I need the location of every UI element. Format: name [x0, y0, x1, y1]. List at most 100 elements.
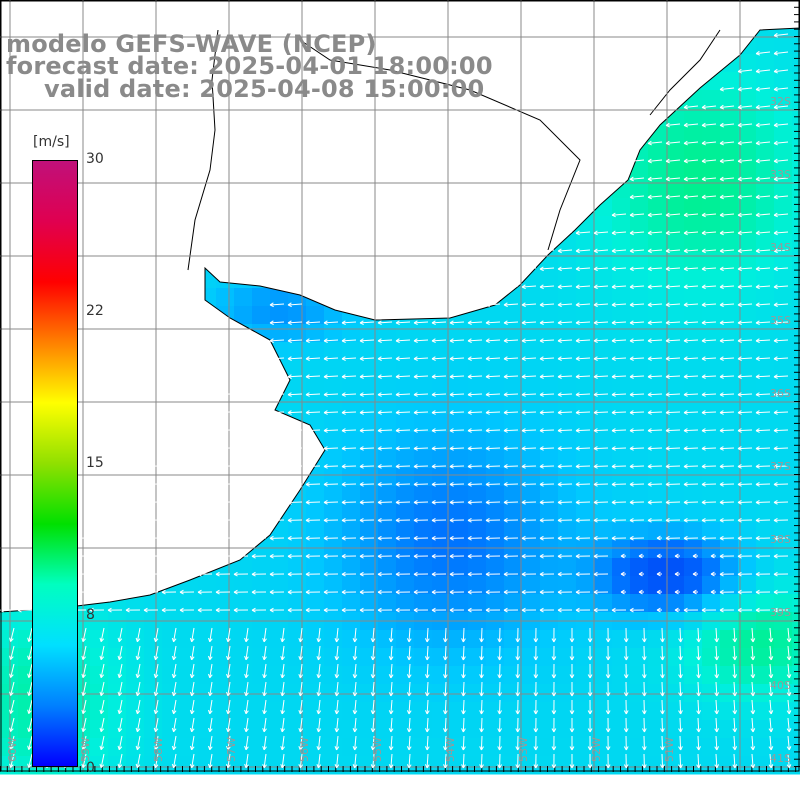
wind-arrow [305, 374, 321, 379]
wind-arrow [629, 607, 645, 613]
wind-arrow [683, 302, 699, 308]
wind-cell [738, 522, 757, 541]
wind-cell [252, 738, 271, 757]
wind-arrow [377, 499, 393, 505]
wind-arrow [593, 248, 609, 254]
wind-cell [126, 702, 145, 721]
wind-cell [306, 594, 325, 613]
wind-cell [774, 90, 793, 109]
wind-cell [792, 558, 800, 577]
wind-cell [468, 432, 487, 451]
wind-cell [432, 378, 451, 397]
wind-arrow [665, 194, 681, 200]
wind-cell [216, 648, 235, 667]
wind-cell [684, 432, 703, 451]
wind-cell [648, 396, 667, 415]
wind-cell [630, 432, 649, 451]
wind-arrow [575, 517, 591, 523]
wind-cell [594, 288, 613, 307]
wind-arrow [755, 230, 771, 236]
wind-arrow [287, 589, 303, 595]
wind-arrow [665, 302, 681, 308]
wind-cell [126, 630, 145, 649]
wind-arrow [629, 374, 645, 379]
wind-arrow [647, 392, 663, 397]
wind-cell [684, 108, 703, 127]
wind-arrow [305, 410, 321, 415]
wind-cell [252, 720, 271, 739]
wind-cell [378, 396, 397, 415]
wind-arrow [786, 699, 792, 715]
wind-cell [738, 504, 757, 523]
wind-arrow [251, 446, 267, 451]
wind-arrow [557, 410, 573, 415]
wind-arrow [135, 735, 141, 751]
wind-cell [396, 432, 415, 451]
colorbar-tick-15: 15 [86, 455, 104, 471]
wind-cell [468, 648, 487, 667]
wind-cell [648, 216, 667, 235]
wind-cell [558, 306, 577, 325]
wind-cell [774, 450, 793, 469]
wind-arrow [143, 589, 159, 595]
wind-cell [756, 234, 775, 253]
wind-cell [270, 630, 289, 649]
wind-arrow [161, 499, 177, 505]
wind-arrow [719, 464, 735, 469]
wind-cell [144, 594, 163, 613]
wind-cell [594, 216, 613, 235]
wind-cell [90, 720, 109, 739]
wind-arrow [539, 446, 555, 451]
wind-cell [486, 450, 505, 469]
wind-arrow [305, 464, 321, 469]
wind-arrow [135, 753, 141, 769]
wind-arrow [467, 535, 483, 541]
wind-arrow [117, 735, 123, 751]
wind-arrow [521, 266, 537, 272]
wind-arrow [99, 699, 105, 715]
wind-cell [180, 702, 199, 721]
wind-cell [774, 342, 793, 361]
wind-arrow [244, 663, 249, 679]
wind-cell [594, 558, 613, 577]
wind-cell [594, 486, 613, 505]
wind-arrow [431, 553, 447, 559]
wind-arrow [719, 499, 735, 505]
wind-arrow [352, 753, 358, 769]
wind-cell [378, 666, 397, 685]
wind-cell [342, 342, 361, 361]
wind-arrow [334, 699, 340, 715]
wind-arrow [719, 553, 735, 559]
wind-arrow [341, 499, 357, 505]
wind-cell [378, 558, 397, 577]
wind-arrow [587, 663, 593, 679]
wind-cell [720, 468, 739, 487]
wind-cell [756, 198, 775, 217]
wind-arrow [557, 464, 573, 469]
wind-cell [792, 432, 800, 451]
wind-arrow [413, 499, 429, 505]
wind-cell [648, 594, 667, 613]
wind-arrow [413, 356, 429, 361]
wind-arrow [251, 517, 267, 523]
wind-arrow [737, 176, 753, 182]
wind-cell [306, 684, 325, 703]
wind-arrow [226, 717, 231, 733]
wind-cell [378, 504, 397, 523]
wind-cell [774, 252, 793, 271]
wind-cell [486, 396, 505, 415]
wind-arrow [701, 356, 717, 361]
wind-cell [432, 450, 451, 469]
wind-cell [738, 576, 757, 595]
wind-cell [414, 522, 433, 541]
wind-arrow [99, 645, 105, 661]
wind-arrow [665, 356, 681, 361]
wind-arrow [575, 464, 591, 469]
wind-arrow [683, 176, 699, 182]
wind-cell [630, 216, 649, 235]
wind-cell [396, 378, 415, 397]
wind-cell [792, 522, 800, 541]
wind-arrow [719, 607, 735, 613]
wind-cell [540, 378, 559, 397]
wind-arrow [678, 699, 683, 715]
